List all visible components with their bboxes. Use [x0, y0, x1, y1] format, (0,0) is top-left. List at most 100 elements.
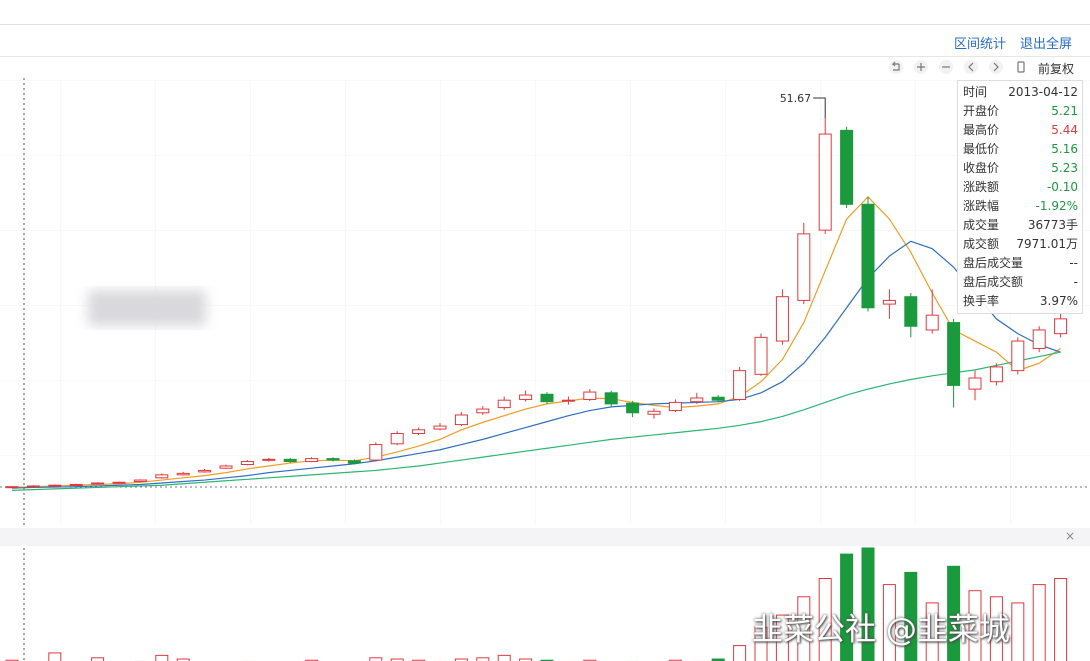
exit-fullscreen-link[interactable]: 退出全屏 [1020, 37, 1073, 52]
plus-icon [917, 63, 925, 71]
tooltip-row: 盘后成交量 -- [958, 254, 1082, 273]
candle-body [133, 479, 147, 483]
right-icon [993, 62, 999, 72]
candle-body [690, 397, 704, 403]
range-stats-link[interactable]: 区间统计 [954, 37, 1007, 52]
candle-body [989, 366, 1003, 383]
candle-body [454, 414, 468, 426]
volume-bar [733, 645, 747, 661]
tooltip-row: 成交量 36773手 [958, 216, 1082, 235]
candle-body [754, 336, 768, 375]
adjust-mode[interactable]: 前复权 [1038, 62, 1075, 76]
candle-body [947, 322, 961, 386]
tooltip-row: 成交额 7971.01万 [958, 235, 1082, 254]
undo-button[interactable] [889, 60, 903, 74]
candle-body [69, 483, 83, 486]
ma-line [11, 351, 1061, 491]
close-volume[interactable]: × [1065, 529, 1075, 543]
volume-bar [754, 626, 768, 661]
toolbar [889, 60, 1025, 74]
volume-bar [1011, 602, 1025, 661]
candle-body [775, 296, 789, 342]
volume-bar [497, 654, 511, 661]
candle-body [711, 396, 725, 401]
ma-line [11, 196, 1061, 489]
candle-body [326, 458, 340, 461]
prev-button[interactable] [964, 60, 978, 74]
volume-bar [861, 547, 875, 661]
candle-body [476, 408, 490, 414]
tooltip-label: 涨跌额 [963, 180, 1000, 194]
tooltip-label: 盘后成交额 [963, 275, 1024, 289]
candle-body [519, 394, 533, 400]
tooltip-value: 2013-04-12 [1008, 85, 1078, 99]
candle-body [155, 474, 169, 479]
volume-bar [155, 654, 169, 661]
tooltip-label: 最高价 [963, 123, 1000, 137]
candle-body [176, 472, 190, 476]
volume-bar [519, 658, 533, 661]
volume-bar [904, 571, 918, 661]
tooltip-value: -0.10 [1046, 180, 1078, 194]
ma-line [11, 240, 1061, 489]
volume-header [0, 528, 1090, 546]
volume-bar [476, 657, 490, 661]
tooltip-label: 成交量 [963, 218, 1000, 232]
peak-leader [813, 97, 826, 119]
candle-body [861, 203, 875, 309]
volume-bar [48, 652, 62, 661]
header: 区间统计 退出全屏 [0, 25, 1090, 57]
candle-body [540, 393, 554, 403]
candle-body [26, 485, 40, 488]
tooltip-row: 涨跌幅 -1.92% [958, 197, 1082, 216]
candle-body [219, 465, 233, 469]
volume-bar [840, 553, 854, 661]
tooltip-value: 36773手 [1027, 218, 1078, 232]
tooltip-row: 最低价 5.16 [958, 140, 1082, 159]
candle-body [1054, 318, 1068, 335]
candle-body [305, 458, 319, 463]
candle-body [968, 377, 982, 390]
candle-body [112, 481, 126, 484]
tooltip-value: 5.21 [1051, 104, 1078, 118]
candle-body [626, 402, 640, 414]
candle-body [198, 469, 212, 473]
tooltip-row: 盘后成交额 - [958, 273, 1082, 292]
volume-bar [1054, 578, 1068, 661]
volume-bar [711, 658, 725, 661]
tooltip: 时间 2013-04-12 开盘价 5.21 最高价 5.44 最低价 5.16 收盘价 5.23… [957, 80, 1083, 314]
candle-body [497, 399, 511, 409]
blurred-label [88, 290, 206, 326]
candle-body [262, 458, 276, 461]
tooltip-row: 收盘价 5.23 [958, 159, 1082, 178]
candle-body [5, 486, 19, 489]
candle-mode-button[interactable] [1017, 61, 1025, 73]
candle-body [583, 391, 597, 400]
tooltip-label: 盘后成交量 [963, 256, 1024, 270]
candle-body [647, 410, 661, 415]
candle-body [818, 133, 832, 231]
volume-bar [797, 596, 811, 661]
candle-body [840, 129, 854, 205]
undo-icon [891, 61, 900, 71]
candle-body [668, 401, 682, 412]
next-button[interactable] [989, 60, 1003, 74]
watermark: 韭菜公社 @韭菜城 [752, 612, 1010, 648]
volume-bar [1032, 584, 1046, 661]
candle-body [412, 429, 426, 434]
tooltip-row: 最高价 5.44 [958, 121, 1082, 140]
tooltip-label: 最低价 [963, 142, 1000, 156]
left-icon [968, 62, 974, 72]
candle-body [904, 296, 918, 327]
candle-body [797, 233, 811, 301]
tooltip-value: 5.23 [1051, 161, 1078, 175]
tooltip-row: 时间 2013-04-12 [958, 83, 1082, 102]
candle-body [369, 444, 383, 461]
volume-bar [775, 614, 789, 661]
candle-body [604, 392, 618, 405]
volume-bar [454, 658, 468, 661]
tooltip-row: 开盘价 5.21 [958, 102, 1082, 121]
candle-body [925, 314, 939, 331]
